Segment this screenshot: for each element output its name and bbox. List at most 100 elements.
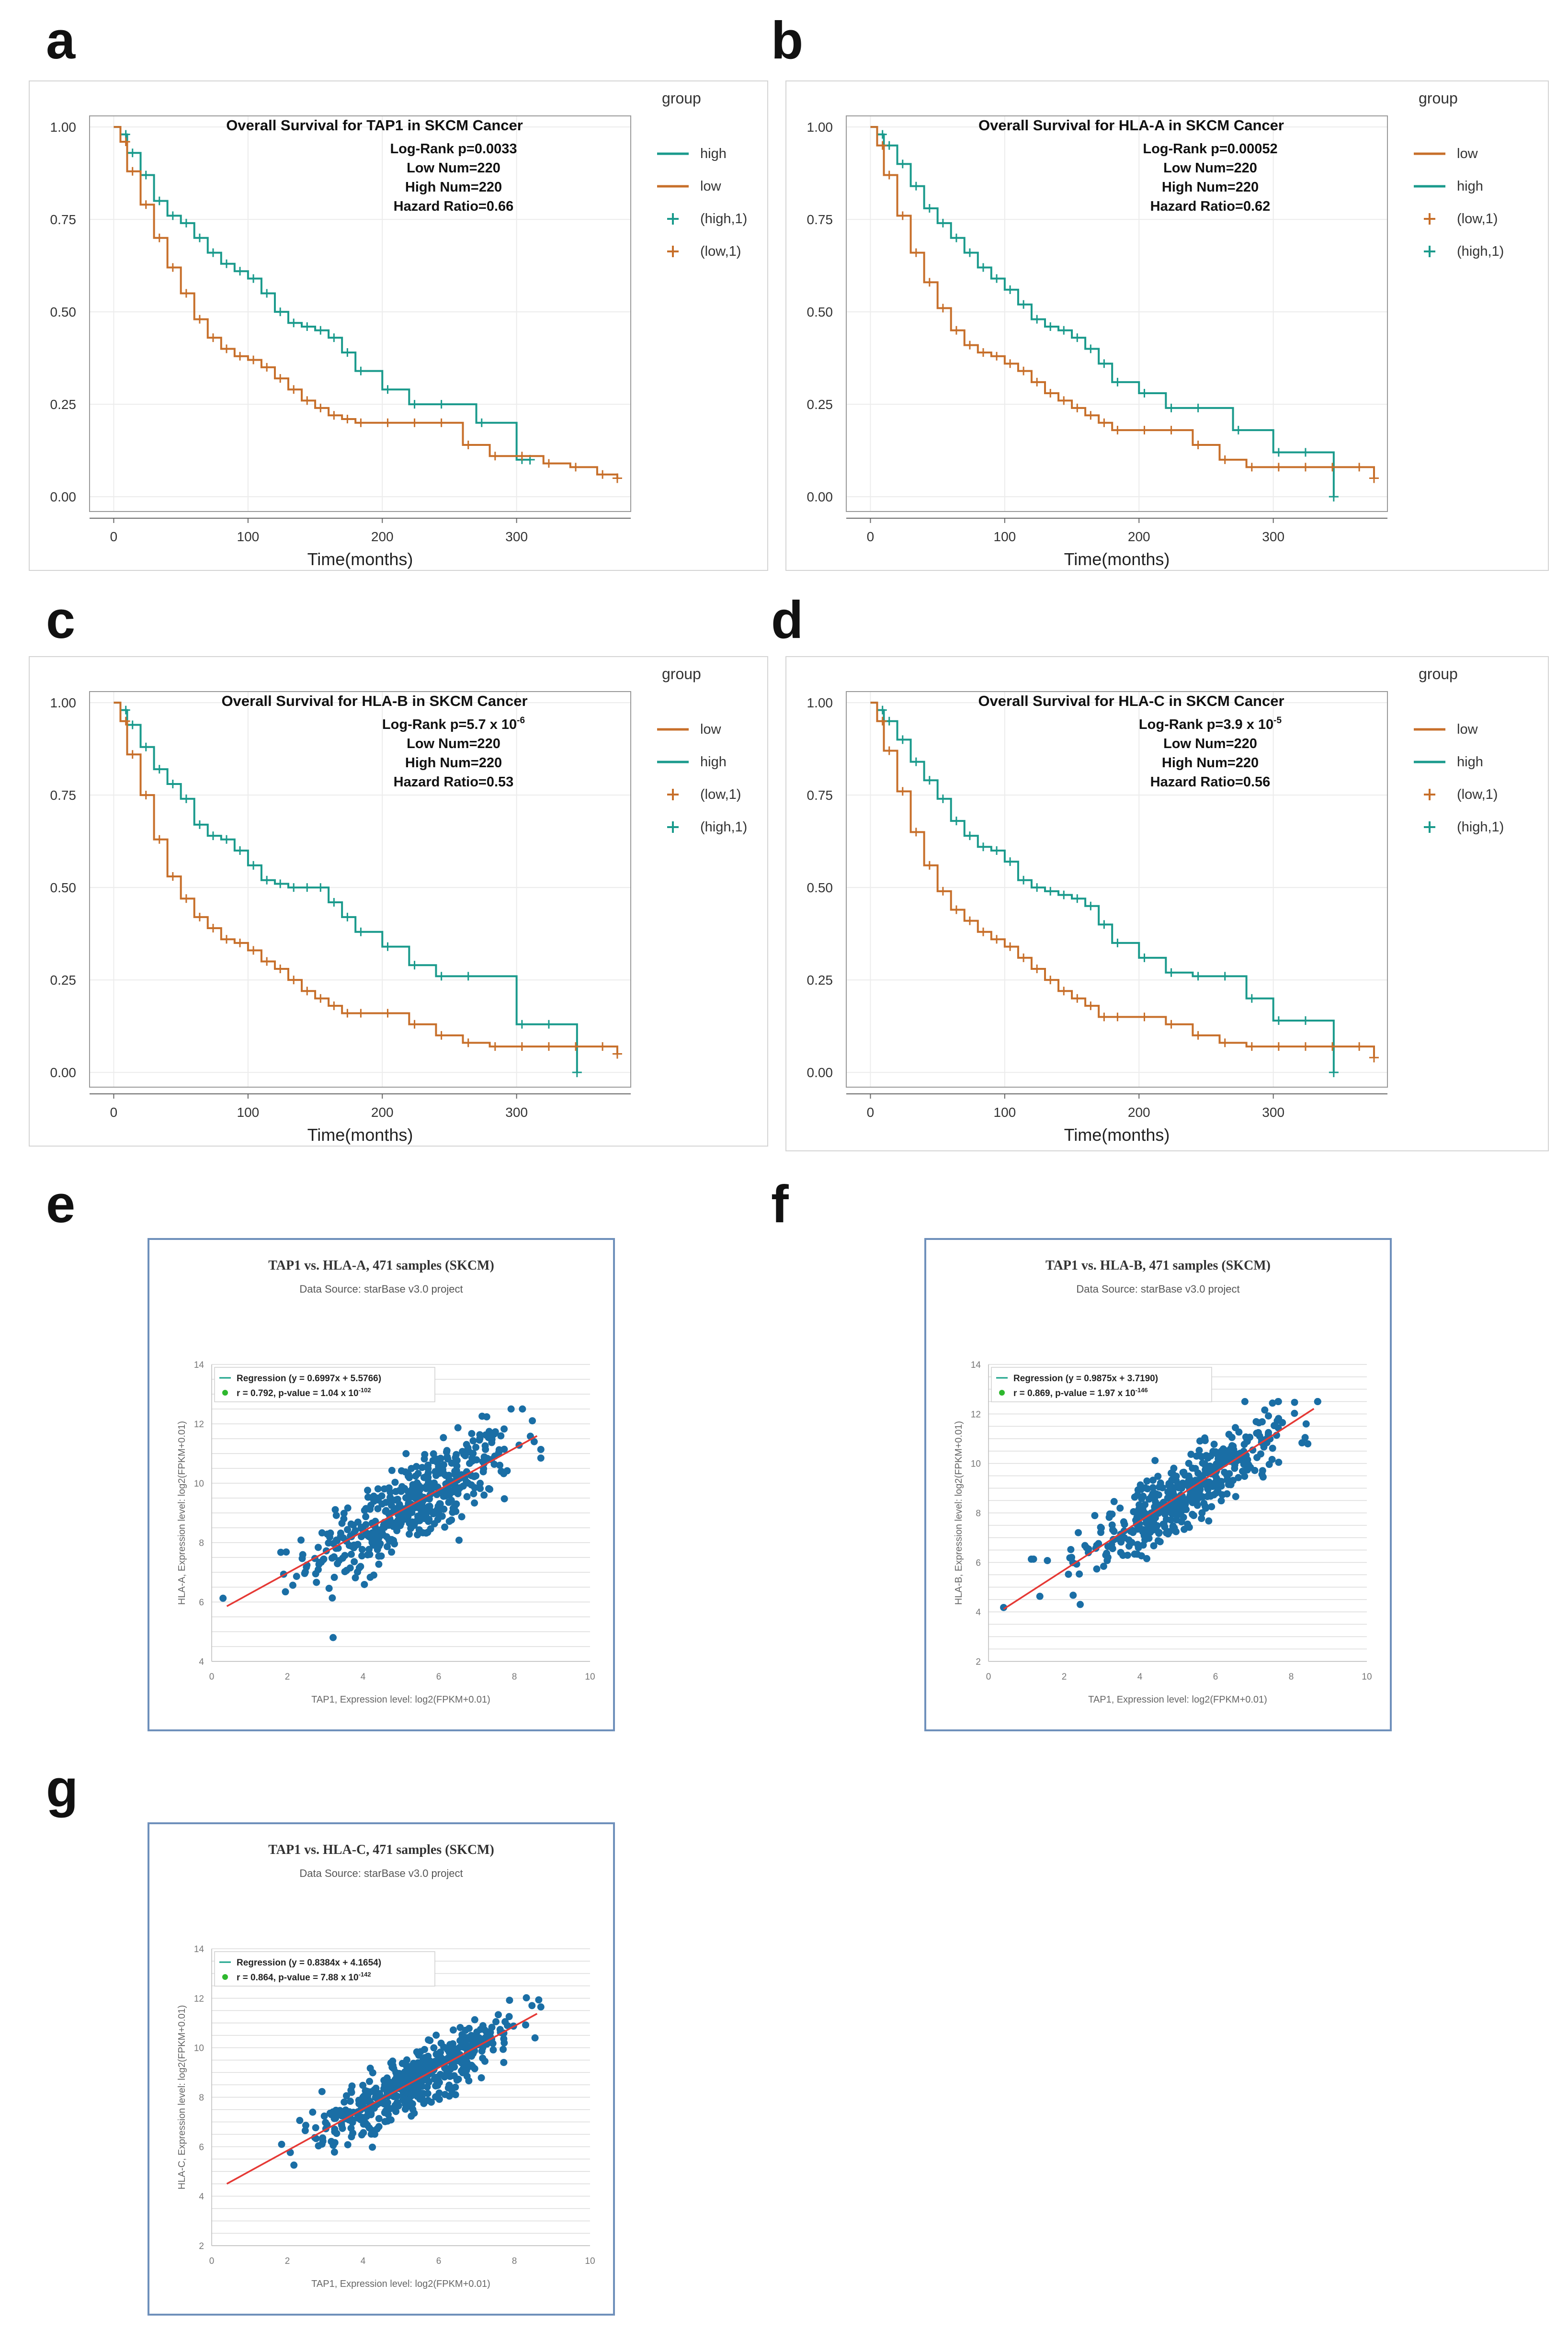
scatter-point bbox=[430, 1450, 437, 1458]
scatter-point bbox=[425, 2078, 432, 2086]
scatter-point bbox=[445, 1499, 453, 1506]
x-tick-label: 10 bbox=[585, 1672, 595, 1682]
censor-mark-high bbox=[1046, 322, 1055, 331]
x-axis-label: TAP1, Expression level: log2(FPKM+0.01) bbox=[1088, 1694, 1267, 1705]
scatter-point bbox=[1119, 1552, 1127, 1559]
scatter-point bbox=[290, 2161, 298, 2169]
x-tick-label: 0 bbox=[209, 1672, 215, 1682]
scatter-point bbox=[319, 2134, 327, 2142]
scatter-point bbox=[503, 1467, 511, 1475]
scatter-point bbox=[436, 2059, 443, 2067]
scatter-point bbox=[340, 1510, 348, 1517]
scatter-point bbox=[358, 1545, 366, 1553]
censor-mark-high bbox=[1033, 315, 1042, 324]
km-panel-d: 0.00 0.25 0.50 0.75 1.00 0 100 200 300 Time(month… bbox=[765, 656, 1549, 1151]
hazard-ratio-label: Hazard Ratio=0.62 bbox=[1150, 199, 1271, 214]
censor-mark-high bbox=[276, 879, 285, 888]
censor-mark-low bbox=[464, 1038, 473, 1047]
scatter-point bbox=[327, 1529, 334, 1537]
censor-mark-low bbox=[1059, 396, 1068, 405]
censor-mark-high bbox=[262, 875, 272, 885]
x-axis-label: Time(months) bbox=[1064, 549, 1170, 569]
censor-mark-high bbox=[1274, 1016, 1283, 1025]
scatter-point bbox=[350, 1544, 358, 1552]
legend-regression-label: Regression (y = 0.9875x + 3.7190) bbox=[1013, 1374, 1158, 1384]
y-tick-label: 1.00 bbox=[50, 695, 77, 710]
censor-mark-low bbox=[490, 1042, 500, 1051]
censor-mark-high bbox=[410, 400, 419, 409]
x-tick-label: 300 bbox=[505, 529, 528, 544]
scatter-point bbox=[1108, 1521, 1116, 1529]
scatter-point bbox=[535, 1996, 543, 2004]
scatter-point bbox=[398, 1483, 406, 1490]
scatter-point bbox=[1103, 1557, 1111, 1564]
scatter-point bbox=[448, 2062, 455, 2070]
censor-mark-high bbox=[878, 130, 887, 139]
legend-swatch-(high,1) bbox=[667, 213, 679, 225]
low-num-label: Low Num=220 bbox=[407, 736, 500, 751]
scatter-point bbox=[320, 1555, 328, 1563]
low-num-label: Low Num=220 bbox=[1163, 736, 1257, 751]
y-tick-label: 0.75 bbox=[807, 788, 833, 803]
scatter-point bbox=[388, 1548, 396, 1556]
scatter-point bbox=[1251, 1466, 1259, 1474]
km-panel-c: 0.00 0.25 0.50 0.75 1.00 0 100 200 300 Time(month… bbox=[8, 656, 768, 1147]
censor-mark-high bbox=[1073, 333, 1082, 342]
scatter-point bbox=[330, 1553, 338, 1561]
scatter-point bbox=[1044, 1557, 1051, 1564]
censor-mark-low bbox=[544, 459, 553, 468]
scatter-point bbox=[451, 1467, 459, 1475]
censor-mark-high bbox=[979, 263, 988, 272]
scatter-point bbox=[519, 1405, 526, 1413]
panel-letter-c: c bbox=[46, 591, 76, 649]
scatter-point bbox=[1200, 1500, 1208, 1507]
scatter-point bbox=[325, 1585, 333, 1592]
scatter-point bbox=[1201, 1460, 1208, 1468]
scatter-point bbox=[479, 1468, 487, 1476]
censor-mark-low bbox=[303, 987, 312, 996]
legend-correlation-swatch bbox=[222, 1390, 228, 1396]
censor-mark-high bbox=[128, 720, 137, 729]
scatter-panel-f: TAP1 vs. HLA-B, 471 samples (SKCM) Data S… bbox=[924, 1238, 1392, 1731]
scatter-point bbox=[362, 1505, 370, 1512]
legend-title: group bbox=[1419, 90, 1458, 107]
scatter-point bbox=[420, 2055, 428, 2063]
scatter-point bbox=[1093, 1565, 1101, 1573]
scatter-point bbox=[528, 2002, 536, 2010]
y-tick-label: 2 bbox=[976, 1657, 981, 1667]
censor-mark-low bbox=[992, 935, 1001, 944]
x-tick-label: 100 bbox=[237, 529, 260, 544]
scatter-point bbox=[380, 1522, 387, 1529]
scatter-point bbox=[1100, 1563, 1107, 1570]
scatter-point bbox=[385, 2111, 392, 2118]
y-tick-label: 4 bbox=[976, 1608, 981, 1618]
scatter-point bbox=[1155, 1483, 1163, 1491]
scatter-point bbox=[282, 1588, 289, 1596]
scatter-point bbox=[387, 2059, 395, 2067]
scatter-chart-f: TAP1 vs. HLA-B, 471 samples (SKCM) Data S… bbox=[954, 1258, 1372, 1705]
y-tick-label: 6 bbox=[199, 2142, 204, 2152]
scatter-point bbox=[366, 2065, 374, 2072]
scatter-chart-g: TAP1 vs. HLA-C, 471 samples (SKCM) Data S… bbox=[177, 1842, 595, 2289]
censor-mark-high bbox=[1086, 901, 1095, 910]
scatter-point bbox=[1068, 1554, 1076, 1561]
scatter-point bbox=[313, 1579, 320, 1586]
scatter-point bbox=[329, 1594, 336, 1602]
censor-mark-high bbox=[992, 846, 1001, 855]
x-tick-label: 0 bbox=[986, 1672, 991, 1682]
x-tick-label: 300 bbox=[505, 1105, 528, 1120]
censor-mark-high bbox=[330, 898, 339, 907]
scatter-point bbox=[413, 1479, 421, 1487]
censor-mark-low bbox=[262, 363, 272, 372]
panel-letter-b: b bbox=[771, 11, 804, 70]
censor-mark-high bbox=[517, 1020, 526, 1029]
scatter-point bbox=[416, 1486, 423, 1494]
scatter-point bbox=[497, 1432, 505, 1440]
scatter-point bbox=[435, 1469, 443, 1477]
censor-mark-low bbox=[121, 716, 130, 726]
scatter-point bbox=[348, 2089, 355, 2096]
scatter-point bbox=[277, 1548, 284, 1556]
scatter-point bbox=[375, 1552, 383, 1560]
scatter-point bbox=[440, 1492, 447, 1500]
